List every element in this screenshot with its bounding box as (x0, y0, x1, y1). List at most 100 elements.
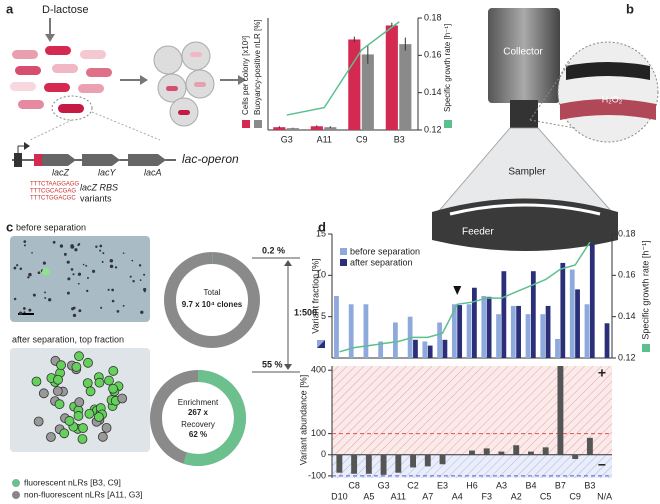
decoration (77, 272, 82, 276)
legend-swatch (242, 120, 250, 128)
y-label: Variant abundance [%] (298, 375, 308, 465)
decoration (64, 416, 75, 426)
bar (395, 454, 402, 473)
decoration (28, 308, 32, 312)
bar (542, 447, 549, 455)
decoration (85, 264, 88, 267)
gene-label: lacY (98, 167, 117, 177)
donut-slice (183, 370, 246, 466)
legend-swatch (642, 344, 650, 352)
decoration (27, 276, 30, 279)
donut-center: Enrichment (178, 398, 219, 407)
bar (385, 25, 398, 130)
y2-tick-label: 0.18 (618, 228, 636, 238)
panel-label: c (6, 219, 13, 234)
decoration (100, 306, 103, 309)
x-tick-label: G3 (281, 134, 293, 144)
rbs-note: variants (80, 193, 112, 203)
decoration (77, 282, 80, 285)
bar (472, 287, 477, 358)
bar (413, 339, 418, 358)
bar (393, 322, 398, 358)
decoration (99, 249, 102, 252)
substrate: D-lactose (42, 4, 88, 16)
x-tick-label: B4 (525, 480, 536, 490)
bar (437, 322, 442, 358)
decoration (63, 252, 67, 256)
x-tick-label: A2 (511, 491, 522, 501)
bar (351, 454, 358, 474)
x-tick-label: A3 (496, 480, 507, 490)
legend-dot (12, 491, 20, 499)
x-tick-label: C9 (569, 491, 581, 501)
decoration (82, 263, 85, 266)
decoration (78, 309, 82, 313)
decoration (59, 244, 64, 248)
decoration (143, 273, 146, 276)
bar (604, 323, 610, 358)
decoration (56, 360, 66, 371)
decoration (28, 272, 32, 277)
bar (498, 451, 505, 455)
ratio: 1:500 (294, 307, 317, 317)
donut-center: 9.7 x 10⁴ clones (182, 300, 243, 309)
decoration (139, 279, 142, 281)
bar (422, 341, 428, 358)
y2-label: Specific growth rate [h⁻¹] (443, 24, 452, 112)
decoration (86, 289, 89, 293)
decoration (44, 291, 46, 294)
bar (516, 305, 521, 358)
legend-swatch (317, 340, 325, 348)
decoration (54, 399, 65, 410)
panel-label: d (318, 219, 326, 234)
decoration (74, 351, 84, 362)
bar (540, 314, 546, 358)
decoration (53, 374, 63, 385)
bar (424, 454, 431, 467)
bar (466, 304, 472, 358)
sign-marker: + (598, 365, 606, 381)
value-label: 55 % (262, 359, 283, 369)
svg-text:TTTCGCACGAG: TTTCGCACGAG (30, 189, 76, 195)
bar (555, 338, 560, 358)
x-tick-label: G3 (378, 480, 390, 490)
bar (427, 345, 433, 358)
decoration (31, 252, 33, 254)
bar (501, 271, 507, 358)
x-tick-label: A11 (391, 491, 406, 501)
x-tick-label: E3 (437, 480, 448, 490)
decoration (101, 260, 104, 263)
bar (525, 314, 531, 358)
decoration (78, 423, 88, 433)
decoration (101, 422, 112, 433)
bar (486, 296, 492, 358)
y-tick-label: 400 (311, 365, 326, 375)
sampler-detail (560, 99, 656, 120)
decoration (122, 252, 125, 254)
gene-label: lacA (144, 167, 162, 177)
donut-center: Recovery (181, 420, 215, 429)
decoration (83, 357, 93, 368)
donut-center: 62 % (189, 430, 207, 439)
bar (469, 450, 475, 455)
decoration (33, 416, 44, 427)
panel-label: b (626, 1, 634, 16)
decoration (42, 261, 46, 265)
decoration (85, 386, 96, 397)
legend-label: fluorescent nLRs [B3, C9] (24, 477, 121, 487)
bar (457, 305, 463, 358)
decoration (109, 259, 114, 263)
y-tick-label: 5 (321, 311, 326, 321)
bar (407, 316, 413, 358)
decoration (140, 310, 144, 314)
bar (399, 44, 412, 131)
legend-label: before separation (350, 246, 420, 256)
x-tick-label: B3 (394, 134, 405, 144)
part-label: Collector (503, 47, 543, 58)
decoration (117, 393, 128, 404)
svg-text:TTTCTAAGGAGG: TTTCTAAGGAGG (30, 182, 80, 188)
decoration (131, 259, 134, 262)
decoration (66, 291, 70, 295)
